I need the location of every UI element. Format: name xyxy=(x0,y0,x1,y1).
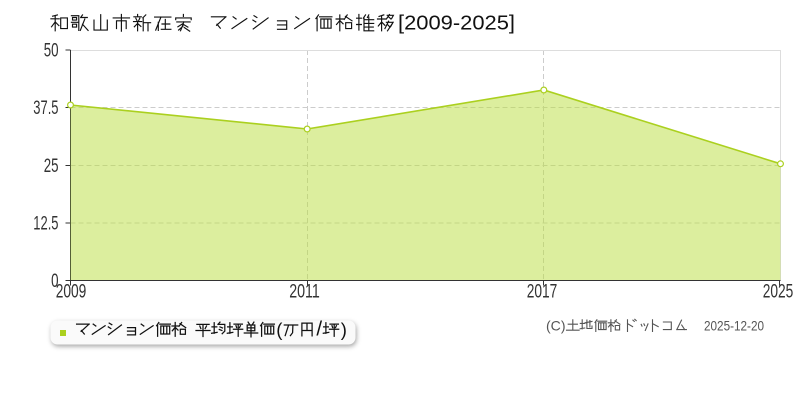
svg-text:25: 25 xyxy=(44,156,59,177)
svg-text:): ) xyxy=(341,319,347,340)
svg-text:0: 0 xyxy=(51,271,58,292)
svg-text:(C): (C) xyxy=(546,317,566,333)
svg-text:12.5: 12.5 xyxy=(33,213,58,234)
svg-text:2017: 2017 xyxy=(527,282,558,303)
svg-text:2025-12-20: 2025-12-20 xyxy=(704,317,764,333)
svg-text:(: ( xyxy=(276,319,283,340)
svg-text:2011: 2011 xyxy=(289,282,320,303)
svg-text:37.5: 37.5 xyxy=(33,98,58,119)
svg-text:[2009-2025]: [2009-2025] xyxy=(398,12,515,35)
svg-text:2009: 2009 xyxy=(56,282,87,303)
svg-text:2025: 2025 xyxy=(763,282,794,303)
svg-text:/: / xyxy=(316,318,322,341)
svg-text:50: 50 xyxy=(44,41,59,62)
